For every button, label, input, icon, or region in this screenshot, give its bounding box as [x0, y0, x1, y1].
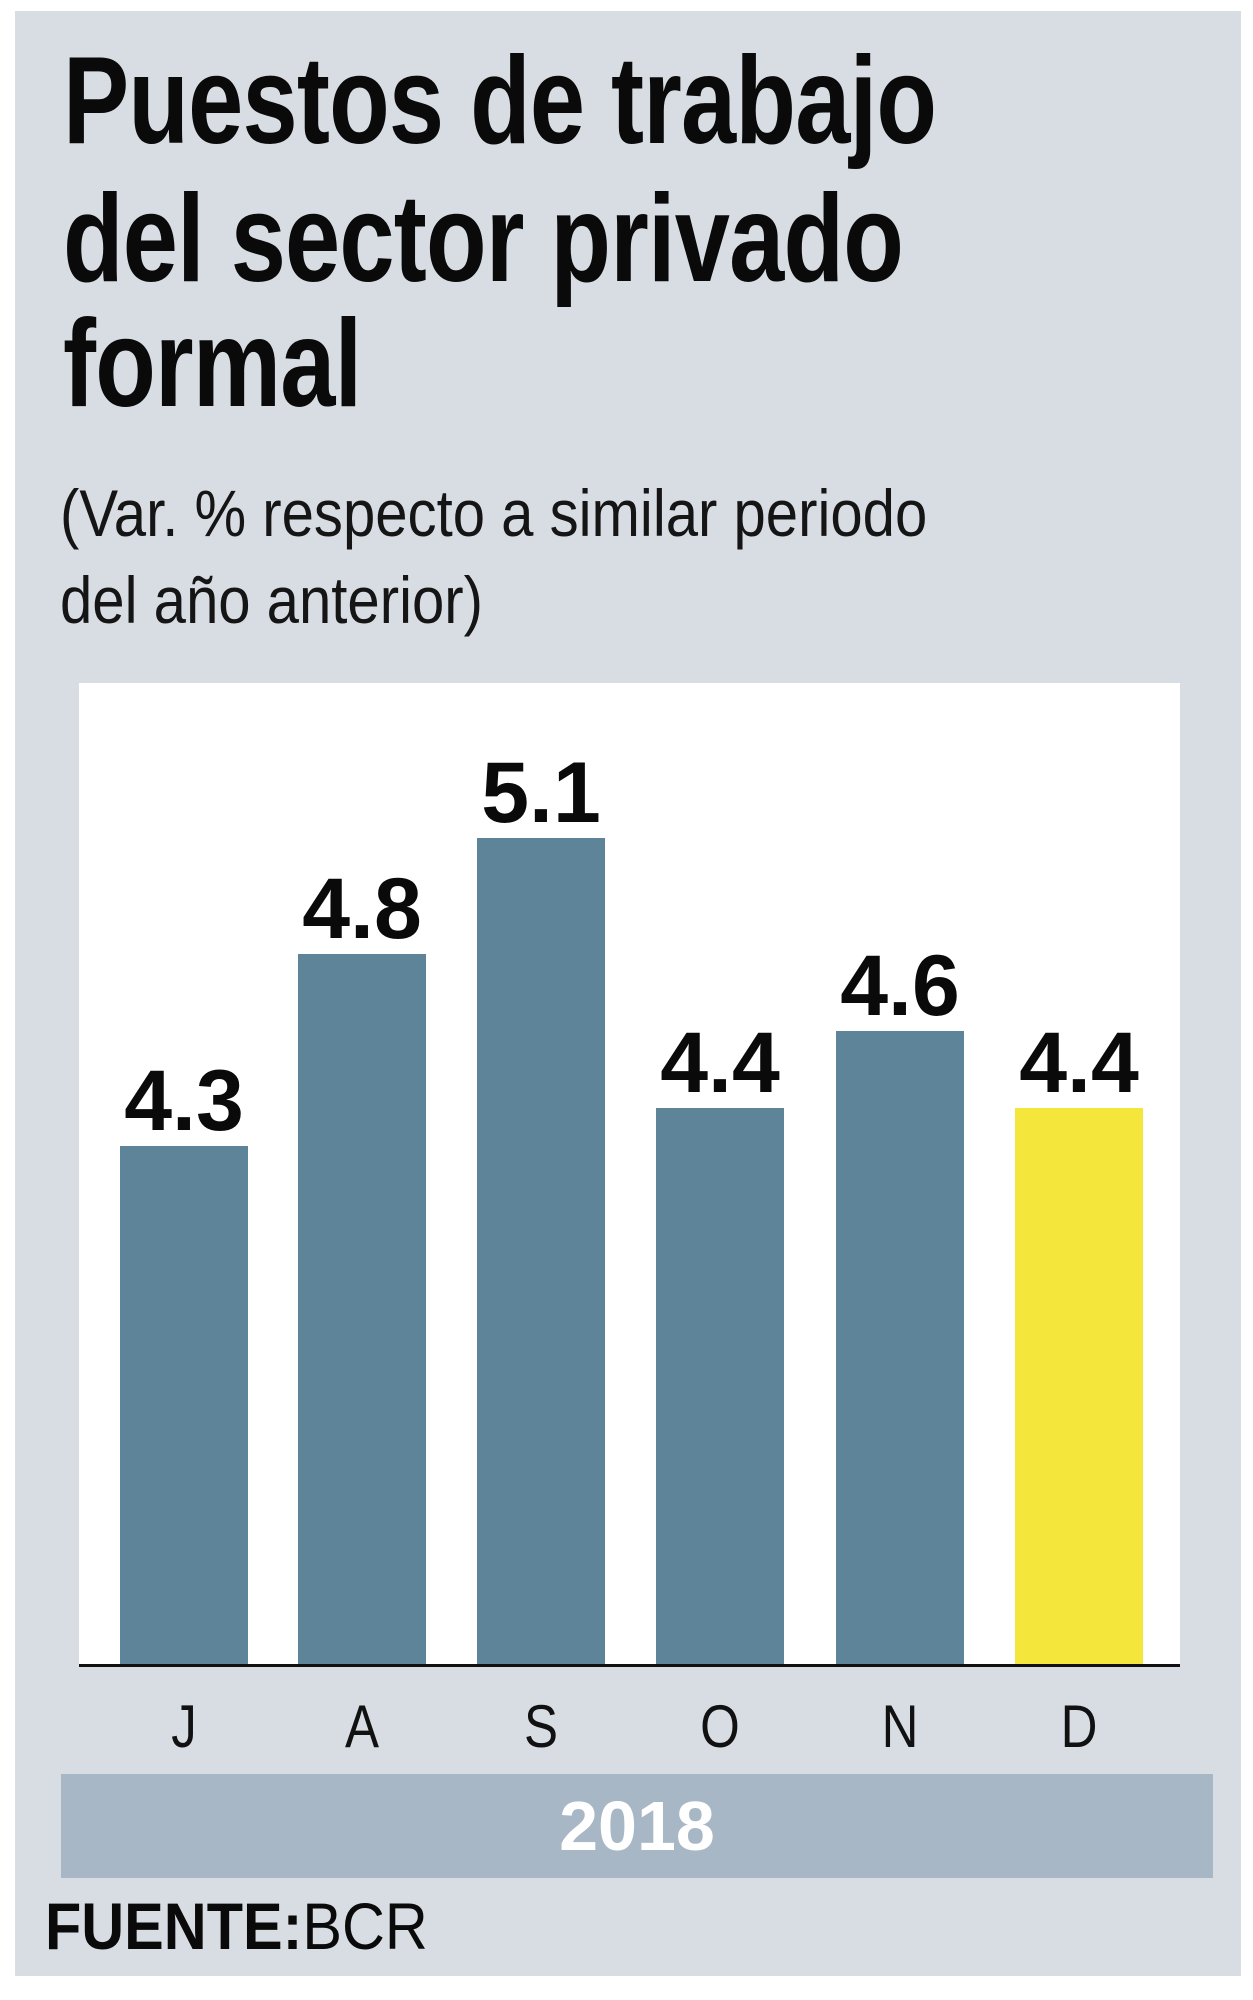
x-tick-label: S	[523, 1693, 559, 1760]
bar-oct	[656, 1107, 784, 1666]
bar-jul	[120, 1146, 248, 1666]
bar-value-label: 4.6	[840, 937, 960, 1034]
source-label: FUENTE:	[45, 1889, 303, 1963]
source-value: BCR	[302, 1889, 428, 1963]
x-tick-label: D	[1060, 1693, 1098, 1760]
bar-aug	[298, 953, 426, 1666]
x-axis-baseline	[79, 1664, 1180, 1667]
x-tick-label: O	[700, 1693, 740, 1760]
chart-subtitle-line-1: (Var. % respecto a similar periodo	[60, 476, 928, 550]
chart-title-line-2: del sector privado	[63, 170, 904, 308]
source-note: FUENTE:BCR	[45, 1893, 428, 1959]
year-group-band: 2018	[61, 1774, 1213, 1878]
bar-value-label: 4.4	[1019, 1014, 1139, 1111]
plot-area	[79, 683, 1180, 1666]
chart-subtitle-line-2: del año anterior)	[60, 563, 483, 637]
bar-sep	[477, 838, 605, 1666]
bar-value-label: 5.1	[481, 745, 601, 842]
bar-value-label: 4.3	[124, 1053, 244, 1150]
bar-dec	[1015, 1107, 1143, 1666]
x-tick-label: N	[881, 1693, 919, 1760]
chart-title-line-1: Puestos de trabajo	[63, 32, 937, 170]
year-group-label: 2018	[559, 1787, 715, 1865]
bar-nov	[836, 1030, 964, 1666]
x-tick-label: A	[344, 1693, 380, 1760]
x-tick-label: J	[171, 1693, 197, 1760]
bar-value-label: 4.4	[660, 1014, 780, 1111]
chart-title-line-3: formal	[63, 295, 362, 433]
bar-value-label: 4.8	[302, 860, 422, 957]
